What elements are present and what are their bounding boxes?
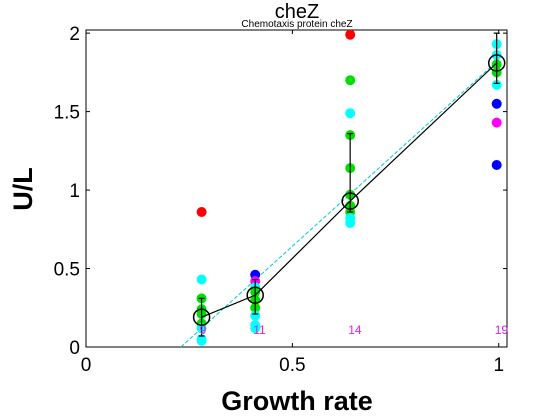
y-tick-label: 0 xyxy=(69,338,80,359)
y-tick-label: 0.5 xyxy=(54,260,80,281)
data-point xyxy=(250,323,261,334)
y-tick-label: 1.5 xyxy=(54,103,80,124)
data-point xyxy=(196,335,207,346)
plot-area-frame xyxy=(85,29,508,348)
x-tick-label: 0 xyxy=(81,355,92,376)
data-point xyxy=(196,274,207,285)
mean-marker xyxy=(192,308,211,326)
y-axis-ticks: 0 0.5 1 1.5 2 xyxy=(54,24,507,359)
data-point xyxy=(491,79,502,90)
count-label: 11 xyxy=(253,323,266,337)
data-point xyxy=(491,160,502,170)
y-axis-label: U/L xyxy=(8,167,38,211)
data-point xyxy=(345,29,356,40)
x-axis-label: Growth rate xyxy=(221,386,373,416)
mean-line xyxy=(201,62,498,318)
y-tick-label: 1 xyxy=(69,181,80,202)
data-point xyxy=(491,117,502,128)
data-point xyxy=(250,310,261,321)
data-point xyxy=(345,218,356,228)
count-label: 9 xyxy=(200,323,207,337)
mean-marker xyxy=(246,286,264,304)
chart-title: cheZ xyxy=(275,1,319,23)
data-point xyxy=(491,98,502,109)
count-label: 14 xyxy=(348,323,362,337)
fit-line-layer xyxy=(180,59,500,348)
data-point xyxy=(196,207,207,217)
data-point xyxy=(345,75,356,86)
mean-marker xyxy=(487,54,506,72)
mean-line-layer xyxy=(192,32,506,337)
x-tick-label: 0.5 xyxy=(279,355,305,376)
fit-line xyxy=(180,59,500,348)
mean-marker xyxy=(341,192,359,210)
x-tick-label: 1 xyxy=(493,355,504,376)
count-labels-layer: 9 11 14 19 xyxy=(200,323,509,337)
count-label: 19 xyxy=(495,323,509,337)
y-tick-label: 2 xyxy=(69,24,80,45)
data-point xyxy=(345,108,356,119)
chart-subtitle: Chemotaxis protein cheZ xyxy=(241,19,352,30)
